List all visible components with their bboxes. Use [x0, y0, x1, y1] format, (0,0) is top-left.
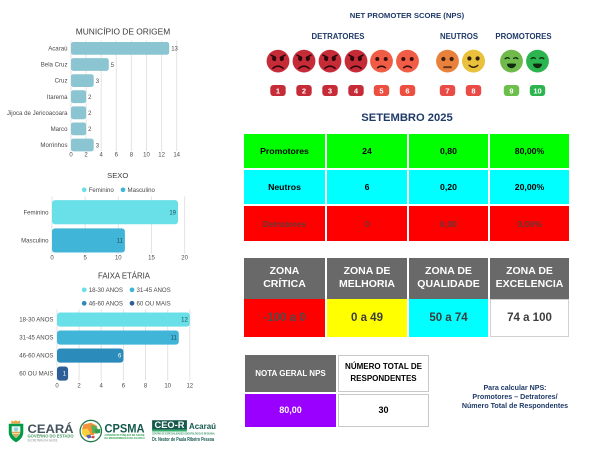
svg-text:Cruz: Cruz: [55, 78, 68, 85]
svg-text:12: 12: [186, 384, 193, 390]
svg-text:7: 7: [445, 86, 449, 95]
svg-text:Itarema: Itarema: [47, 94, 68, 101]
svg-text:Morrinhos: Morrinhos: [40, 142, 67, 149]
svg-text:18-30 ANOS: 18-30 ANOS: [19, 317, 53, 324]
svg-text:MUNICÍPIO DE ORIGEM: MUNICÍPIO DE ORIGEM: [76, 27, 170, 37]
svg-text:CENTRO DE ESPECIALIDADES ODONT: CENTRO DE ESPECIALIDADES ODONTOLÓGICAS R…: [152, 431, 215, 436]
svg-text:10: 10: [533, 86, 541, 95]
svg-text:11: 11: [117, 239, 124, 245]
svg-text:2: 2: [88, 111, 92, 117]
svg-text:6: 6: [122, 384, 126, 390]
svg-text:3: 3: [328, 86, 332, 95]
svg-text:5: 5: [379, 86, 383, 95]
svg-text:13: 13: [171, 47, 178, 53]
svg-text:10: 10: [143, 153, 150, 159]
svg-text:3: 3: [96, 79, 100, 85]
svg-text:4: 4: [354, 86, 359, 95]
svg-text:18-30 ANOS: 18-30 ANOS: [89, 287, 123, 294]
svg-text:8: 8: [130, 153, 134, 159]
svg-text:15: 15: [148, 256, 155, 262]
svg-text:Jijoca de Jericoacoara: Jijoca de Jericoacoara: [7, 110, 68, 117]
svg-text:CONSÓRCIO PÚBLICO DE SAÚDE: CONSÓRCIO PÚBLICO DE SAÚDE: [105, 432, 145, 437]
svg-text:5: 5: [111, 63, 115, 69]
svg-text:Bela Cruz: Bela Cruz: [41, 62, 68, 69]
svg-text:0: 0: [55, 384, 59, 390]
svg-text:2: 2: [77, 384, 81, 390]
svg-text:Feminino: Feminino: [23, 209, 49, 216]
svg-text:CPSMA: CPSMA: [105, 422, 145, 436]
svg-text:8: 8: [144, 384, 148, 390]
svg-text:Masculino: Masculino: [128, 187, 156, 194]
svg-text:14: 14: [173, 153, 180, 159]
svg-text:12: 12: [181, 318, 188, 324]
svg-text:6: 6: [118, 354, 122, 360]
svg-text:0: 0: [50, 256, 54, 262]
svg-text:31-45 ANOS: 31-45 ANOS: [137, 287, 171, 294]
svg-text:CEO-R: CEO-R: [155, 420, 185, 431]
svg-text:2: 2: [302, 86, 306, 95]
svg-text:1: 1: [276, 86, 280, 95]
svg-text:60 OU MAIS: 60 OU MAIS: [19, 371, 53, 378]
svg-text:12: 12: [158, 153, 165, 159]
svg-text:3: 3: [96, 143, 100, 149]
svg-text:Feminino: Feminino: [89, 187, 115, 194]
svg-text:2: 2: [88, 127, 92, 133]
svg-text:2: 2: [88, 95, 92, 101]
svg-text:Acaraú: Acaraú: [189, 421, 216, 431]
svg-text:DA MICRORREGIÃO DO ACARAÚ: DA MICRORREGIÃO DO ACARAÚ: [105, 435, 145, 440]
svg-text:2: 2: [84, 153, 88, 159]
svg-text:8: 8: [471, 86, 475, 95]
svg-text:20: 20: [181, 256, 188, 262]
svg-text:SEXO: SEXO: [107, 171, 128, 180]
svg-text:11: 11: [171, 336, 178, 342]
svg-text:SECRETARIA DA SAÚDE: SECRETARIA DA SAÚDE: [28, 438, 58, 443]
svg-text:4: 4: [100, 384, 104, 390]
svg-text:Acaraú: Acaraú: [48, 46, 67, 53]
svg-text:GOVERNO DO ESTADO: GOVERNO DO ESTADO: [28, 434, 75, 439]
svg-text:Marco: Marco: [51, 126, 69, 133]
svg-text:6: 6: [115, 153, 119, 159]
svg-text:46-60 ANOS: 46-60 ANOS: [19, 353, 53, 360]
svg-text:0: 0: [69, 153, 73, 159]
svg-text:46-60 ANOS: 46-60 ANOS: [89, 301, 123, 308]
svg-text:19: 19: [169, 210, 176, 216]
svg-text:6: 6: [405, 86, 409, 95]
svg-text:10: 10: [115, 256, 122, 262]
svg-text:CEARÁ: CEARÁ: [28, 423, 74, 436]
svg-text:1: 1: [63, 372, 67, 378]
svg-text:Dr. Nestor de Paula Ribeiro Pe: Dr. Nestor de Paula Ribeiro Pessoa: [152, 437, 214, 443]
svg-text:60 OU MAIS: 60 OU MAIS: [137, 301, 171, 308]
svg-text:5: 5: [84, 256, 88, 262]
svg-text:9: 9: [509, 86, 513, 95]
svg-text:FAIXA ETÁRIA: FAIXA ETÁRIA: [98, 272, 151, 281]
svg-text:Masculino: Masculino: [21, 238, 49, 245]
svg-text:4: 4: [100, 153, 104, 159]
svg-text:10: 10: [164, 384, 171, 390]
svg-text:31-45 ANOS: 31-45 ANOS: [19, 335, 53, 342]
